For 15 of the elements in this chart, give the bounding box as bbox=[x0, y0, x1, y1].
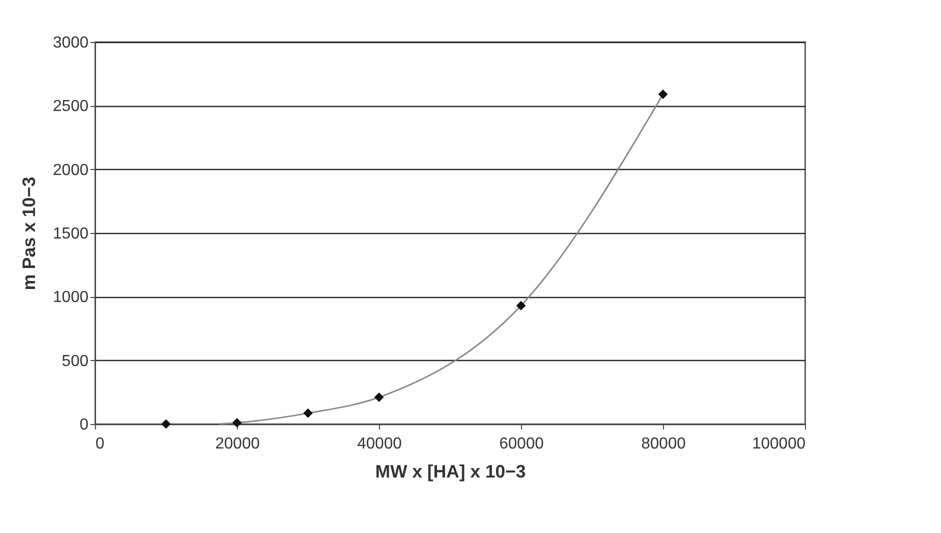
y-tick-label: 2000 bbox=[52, 162, 89, 179]
y-axis-title: m Pas x 10−3 bbox=[18, 176, 39, 290]
x-tick-label: 100000 bbox=[752, 436, 806, 452]
x-tick-label: 60000 bbox=[499, 436, 544, 452]
x-tick-label: 20000 bbox=[215, 436, 260, 452]
y-tick-label: 500 bbox=[62, 352, 89, 370]
y-tick-label: 1500 bbox=[52, 226, 89, 242]
y-tick-label: 2500 bbox=[52, 98, 89, 116]
y-tick-label: 0 bbox=[80, 416, 89, 434]
x-tick-label: 80000 bbox=[641, 436, 686, 452]
y-tick-label: 3000 bbox=[52, 34, 89, 52]
y-tick-label: 1000 bbox=[52, 289, 89, 306]
x-tick-label: 0 bbox=[96, 436, 104, 452]
x-tick-label: 40000 bbox=[357, 436, 402, 452]
x-axis-title: MW x [HA] x 10−3 bbox=[375, 462, 526, 482]
